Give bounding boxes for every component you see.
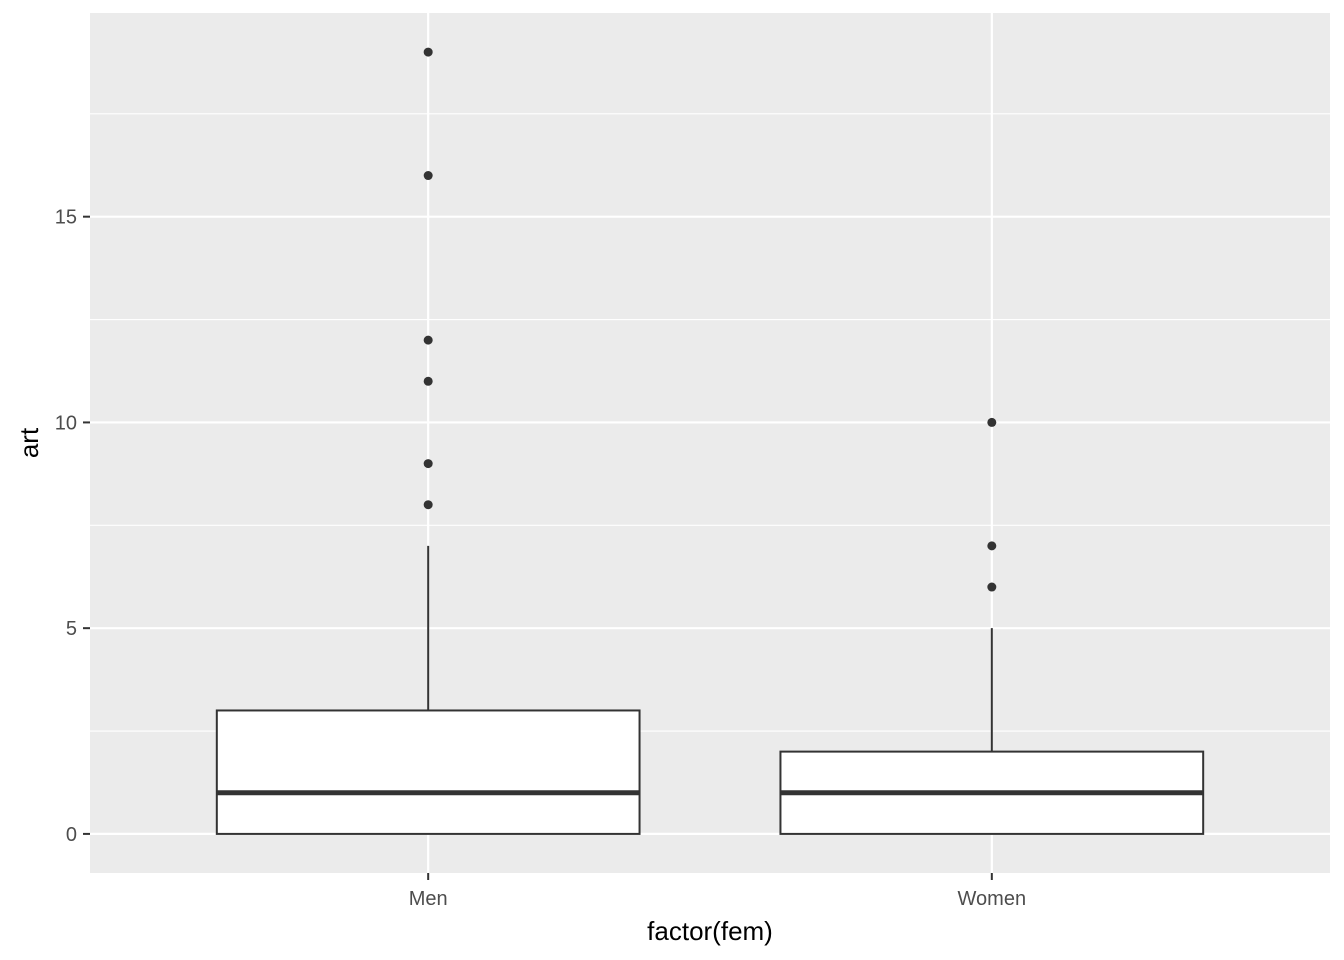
y-axis: 0 5 10 15 <box>55 207 90 846</box>
outlier-point <box>987 582 997 592</box>
x-tick-label: Women <box>958 888 1027 910</box>
outlier-point <box>423 335 433 345</box>
outlier-point <box>423 376 433 386</box>
x-tick-label: Men <box>409 888 448 910</box>
outlier-point <box>423 171 433 181</box>
y-tick-label: 5 <box>66 618 77 640</box>
box <box>215 709 641 835</box>
outlier-point <box>423 500 433 510</box>
x-axis: Men Women <box>409 873 1026 910</box>
outlier-point <box>987 541 997 551</box>
y-tick-label: 10 <box>55 412 77 434</box>
y-axis-title: art <box>14 427 44 458</box>
box-group-men <box>215 47 641 835</box>
box-group-women <box>779 417 1205 835</box>
outlier-point <box>423 47 433 57</box>
x-axis-title: factor(fem) <box>647 916 773 946</box>
outlier-point <box>423 459 433 469</box>
y-tick-label: 0 <box>66 824 77 846</box>
boxes <box>215 47 1205 835</box>
y-tick-label: 15 <box>55 207 77 229</box>
outlier-point <box>987 417 997 427</box>
